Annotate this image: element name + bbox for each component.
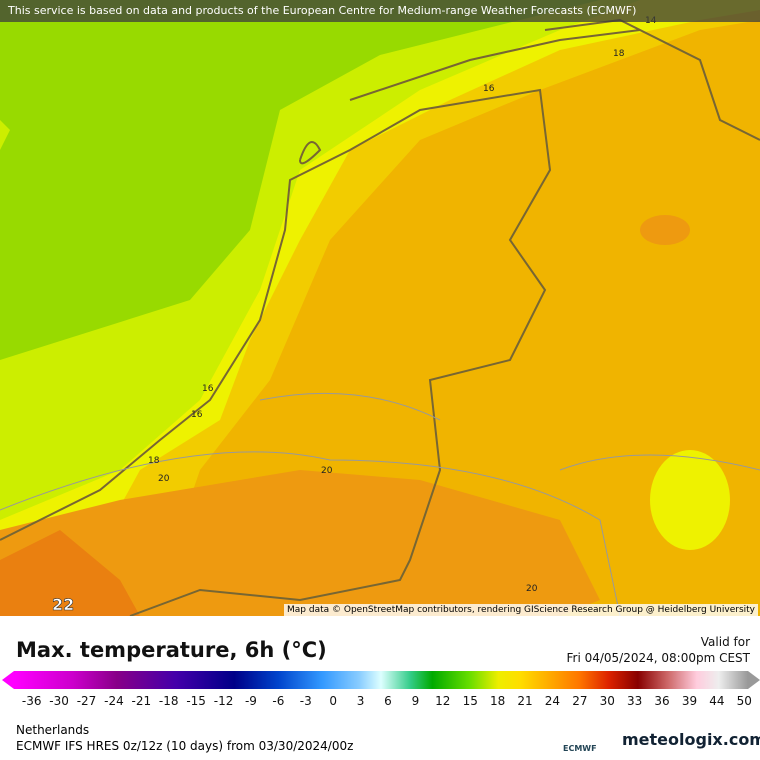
scale-label: 30 bbox=[599, 694, 615, 708]
scale-label: -36 bbox=[21, 694, 42, 708]
scale-label: -18 bbox=[158, 694, 179, 708]
scale-label: -6 bbox=[272, 694, 285, 708]
color-bar bbox=[14, 671, 748, 689]
contour-label: 18 bbox=[148, 456, 160, 466]
scale-label: 24 bbox=[544, 694, 561, 708]
scale-label: 18 bbox=[489, 694, 506, 708]
banner: This service is based on data and produc… bbox=[0, 0, 760, 22]
scale-label: 27 bbox=[572, 694, 588, 708]
scale-label: -27 bbox=[76, 694, 97, 708]
model: ECMWF IFS HRES 0z/12z (10 days) from 03/… bbox=[16, 739, 354, 753]
scale-label: 50 bbox=[736, 694, 752, 708]
legend-title: Max. temperature, 6h (°C) bbox=[16, 638, 327, 662]
contour-label: 20 bbox=[321, 466, 333, 476]
region: Netherlands bbox=[16, 723, 90, 737]
scale-label: 44 bbox=[709, 694, 725, 708]
ecmwf-logo: ECMWF bbox=[563, 744, 597, 753]
contour-label: 20 bbox=[158, 474, 170, 484]
map: 14181616161820202022 bbox=[0, 0, 760, 616]
scale-label: 15 bbox=[462, 694, 478, 708]
scale-label: -12 bbox=[213, 694, 234, 708]
scale-label: 6 bbox=[384, 694, 392, 708]
contour-label: 16 bbox=[483, 84, 495, 94]
valid-time: Fri 04/05/2024, 08:00pm CEST bbox=[566, 651, 750, 665]
contour-label: 22 bbox=[52, 595, 74, 614]
scale-label: 36 bbox=[654, 694, 670, 708]
scale-arrow bbox=[2, 671, 14, 689]
scale-label: -3 bbox=[299, 694, 312, 708]
valid-label: Valid for bbox=[700, 635, 750, 649]
scale-label: 33 bbox=[627, 694, 643, 708]
scale-label: -24 bbox=[104, 694, 124, 708]
scale-labels: -36 -30 -27 -24 -21 -18 -15 -12 -9 -6 -3 0 3 6 9 12 15 18… bbox=[18, 694, 758, 708]
scale-label: -21 bbox=[131, 694, 152, 708]
contour-label: 16 bbox=[191, 410, 203, 420]
contour-label: 20 bbox=[526, 584, 538, 594]
attribution: Map data © OpenStreetMap contributors, r… bbox=[284, 604, 758, 616]
scale-label: 39 bbox=[681, 694, 698, 708]
scale-label: -9 bbox=[244, 694, 257, 708]
scale-label: 12 bbox=[435, 694, 451, 708]
scale-label: 21 bbox=[517, 694, 533, 708]
scale-label: -15 bbox=[186, 694, 206, 708]
scale-label: 0 bbox=[329, 694, 337, 708]
valid: Valid for Fri 04/05/2024, 08:00pm CEST bbox=[566, 634, 750, 666]
scale-label: 9 bbox=[411, 694, 420, 708]
contour-label: 16 bbox=[202, 384, 214, 394]
contour-label: 18 bbox=[613, 49, 625, 59]
scale-label: -30 bbox=[49, 694, 69, 708]
brand[interactable]: meteologix.com bbox=[622, 730, 760, 749]
scale-label: 3 bbox=[356, 694, 365, 708]
scale-arrow bbox=[748, 671, 760, 689]
